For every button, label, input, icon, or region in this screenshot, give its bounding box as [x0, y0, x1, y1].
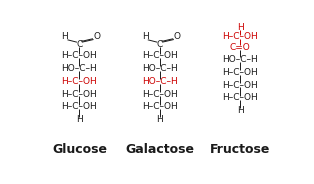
Text: H: H	[142, 32, 149, 41]
Text: C: C	[76, 40, 83, 49]
Text: Fructose: Fructose	[210, 143, 270, 156]
Text: O: O	[174, 32, 181, 41]
Text: H: H	[156, 115, 163, 124]
Text: C: C	[157, 40, 163, 49]
Text: H–C–OH: H–C–OH	[142, 51, 178, 60]
Text: HO–C–H: HO–C–H	[142, 77, 178, 86]
Text: HO–C–H: HO–C–H	[142, 64, 178, 73]
Text: H: H	[237, 106, 243, 115]
Text: H: H	[237, 23, 243, 32]
Text: H: H	[76, 115, 83, 124]
Text: H–C–OH: H–C–OH	[62, 51, 97, 60]
Text: H–C–OH: H–C–OH	[62, 102, 97, 111]
Text: H–C–OH: H–C–OH	[62, 90, 97, 99]
Text: O: O	[94, 32, 100, 41]
Text: C=O: C=O	[230, 43, 250, 52]
Text: Galactose: Galactose	[125, 143, 194, 156]
Text: H–C–OH: H–C–OH	[142, 102, 178, 111]
Text: H–C–OH: H–C–OH	[222, 32, 258, 41]
Text: H: H	[62, 32, 68, 41]
Text: H–C–OH: H–C–OH	[62, 77, 97, 86]
Text: Glucose: Glucose	[52, 143, 107, 156]
Text: HO–C–H: HO–C–H	[222, 55, 258, 64]
Text: H–C–OH: H–C–OH	[142, 90, 178, 99]
Text: H–C–OH: H–C–OH	[222, 81, 258, 90]
Text: H–C–OH: H–C–OH	[222, 93, 258, 102]
Text: HO–C–H: HO–C–H	[62, 64, 97, 73]
Text: H–C–OH: H–C–OH	[222, 68, 258, 77]
